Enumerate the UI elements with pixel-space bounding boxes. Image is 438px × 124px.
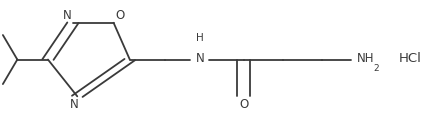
Text: 2: 2 (372, 64, 378, 73)
Text: O: O (115, 9, 124, 22)
Text: N: N (63, 9, 72, 22)
Text: H: H (195, 33, 203, 43)
Text: HCl: HCl (398, 52, 420, 65)
Text: NH: NH (357, 52, 374, 65)
Text: O: O (238, 98, 247, 111)
Text: N: N (69, 98, 78, 111)
Text: N: N (195, 52, 204, 65)
